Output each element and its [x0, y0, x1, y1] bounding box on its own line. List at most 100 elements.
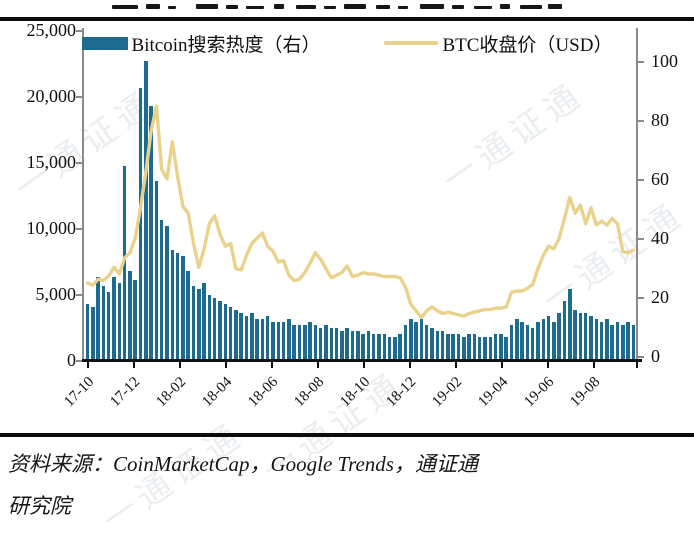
bar: [398, 334, 402, 361]
bar: [324, 325, 328, 361]
bar: [112, 277, 116, 361]
bar: [223, 304, 228, 361]
bar: [159, 220, 164, 361]
bar: [393, 337, 397, 361]
bar: [520, 322, 524, 361]
bar: [525, 325, 530, 361]
bar: [329, 328, 334, 361]
bar: [101, 286, 106, 361]
bar: [308, 322, 312, 361]
legend-item-search-heat: Bitcoin搜索热度（右）: [81, 30, 321, 57]
bar: [234, 310, 238, 361]
left-tick: [76, 30, 82, 32]
bar: [117, 283, 122, 361]
title-fragment: [324, 6, 336, 9]
title-fragment: [376, 5, 390, 9]
title-fragment: [246, 6, 264, 9]
bar: [287, 319, 291, 361]
bar: [212, 298, 217, 361]
bar: [350, 331, 355, 361]
right-tick: [638, 356, 644, 358]
bar: [255, 319, 259, 361]
title-fragment: [196, 4, 218, 9]
bar: [419, 319, 424, 361]
bar: [462, 337, 466, 361]
bar: [186, 271, 190, 361]
bar: [218, 301, 222, 361]
bar: [165, 226, 169, 361]
right-tick: [638, 120, 644, 122]
right-tick: [638, 238, 644, 240]
bar: [467, 334, 471, 361]
bar: [149, 106, 153, 361]
x-tick: [133, 362, 135, 368]
bar: [202, 283, 206, 361]
title-fragment: [548, 4, 562, 9]
left-tick: [76, 360, 82, 362]
right-tick-label: 100: [651, 51, 678, 71]
top-divider: [0, 17, 694, 21]
bar: [382, 334, 387, 361]
bar: [281, 322, 286, 361]
source-line-1: 资料来源：CoinMarketCap，Google Trends，通证通: [8, 452, 478, 476]
right-tick-label: 80: [651, 110, 669, 130]
bar: [122, 166, 127, 361]
bar: [106, 292, 111, 361]
left-axis-line: [82, 28, 84, 362]
right-tick-label: 60: [651, 169, 669, 189]
left-tick-label: 20,000: [26, 86, 77, 106]
right-tick: [638, 297, 644, 299]
x-tick: [501, 362, 503, 368]
bar: [340, 331, 344, 361]
bar: [207, 295, 212, 361]
bar: [265, 316, 270, 361]
bar: [541, 319, 546, 361]
bar: [292, 325, 296, 361]
x-tick: [409, 362, 411, 368]
bar: [175, 253, 180, 361]
bar: [154, 181, 159, 361]
bar: [424, 325, 429, 361]
bar: [605, 319, 609, 361]
bar: [191, 286, 196, 361]
bar: [430, 328, 434, 361]
bar: [271, 322, 275, 361]
bar: [318, 328, 323, 361]
left-tick-label: 15,000: [26, 152, 77, 172]
bar: [345, 328, 349, 361]
legend-line-label: BTC收盘价（USD）: [442, 34, 613, 56]
left-tick: [76, 294, 82, 296]
title-fragment: [226, 5, 238, 9]
bar: [239, 313, 243, 361]
bar: [483, 337, 487, 361]
btc-price-line: [85, 104, 636, 320]
bar: [552, 322, 556, 361]
bottom-divider: [0, 433, 694, 437]
x-tick: [593, 362, 595, 368]
right-tick-label: 20: [651, 287, 669, 307]
btc-price-path: [85, 104, 636, 320]
bar: [451, 334, 455, 361]
legend-bar-label: Bitcoin搜索热度（右）: [131, 34, 321, 56]
bar: [594, 319, 599, 361]
bar: [303, 325, 307, 361]
bar: [626, 322, 630, 361]
bar: [589, 316, 593, 361]
bar: [371, 334, 376, 361]
bar: [536, 322, 540, 361]
data-source-note: 资料来源：CoinMarketCap，Google Trends，通证通 研究院: [8, 443, 694, 527]
bar: [197, 289, 201, 361]
x-tick: [636, 362, 638, 368]
bar: [366, 331, 371, 361]
bar: [403, 325, 408, 361]
bar: [530, 328, 535, 361]
x-tick: [179, 362, 181, 368]
bar: [435, 331, 440, 361]
title-fragment: [398, 6, 408, 9]
chart-area: 0 5,000 10,000 15,000 20,000 25,000 0 20 40 60 80 1…: [26, 20, 679, 410]
left-tick: [76, 228, 82, 230]
bar: [228, 307, 233, 361]
bar-series-swatch-icon: [81, 36, 128, 50]
bar: [409, 319, 413, 361]
bar: [334, 328, 339, 361]
